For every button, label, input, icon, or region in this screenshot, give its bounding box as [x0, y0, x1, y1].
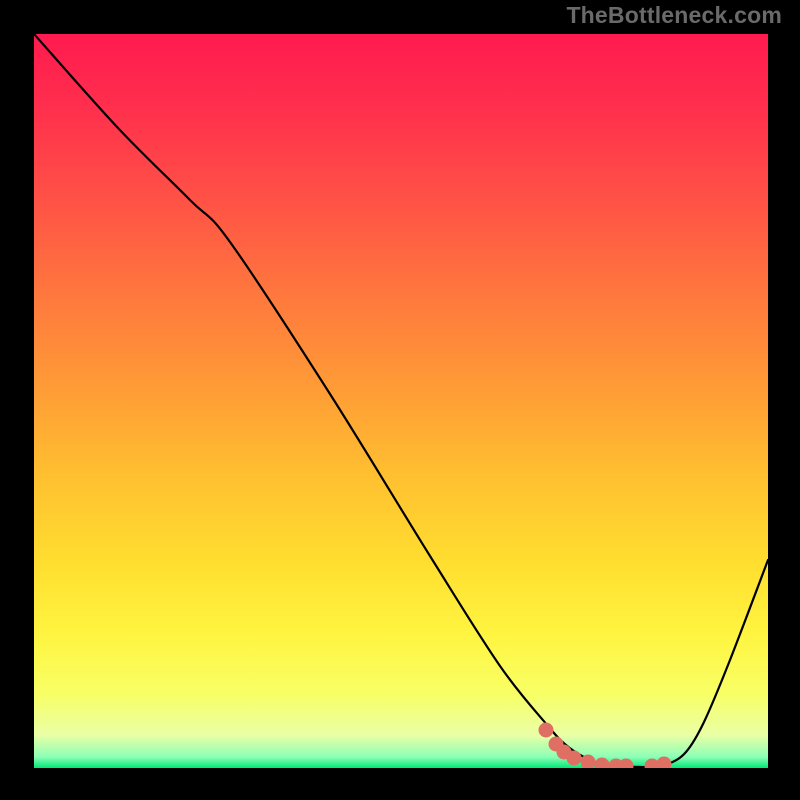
attribution-label: TheBottleneck.com [566, 2, 782, 29]
marker-dot [581, 755, 596, 770]
marker-dot [539, 723, 554, 738]
chart-container: { "attribution": "TheBottleneck.com", "c… [0, 0, 800, 800]
bottleneck-chart [0, 0, 800, 800]
marker-dot [567, 751, 582, 766]
marker-dot [595, 758, 610, 773]
marker-dot [619, 759, 634, 774]
plot-background [34, 34, 768, 768]
marker-dot [657, 757, 672, 772]
